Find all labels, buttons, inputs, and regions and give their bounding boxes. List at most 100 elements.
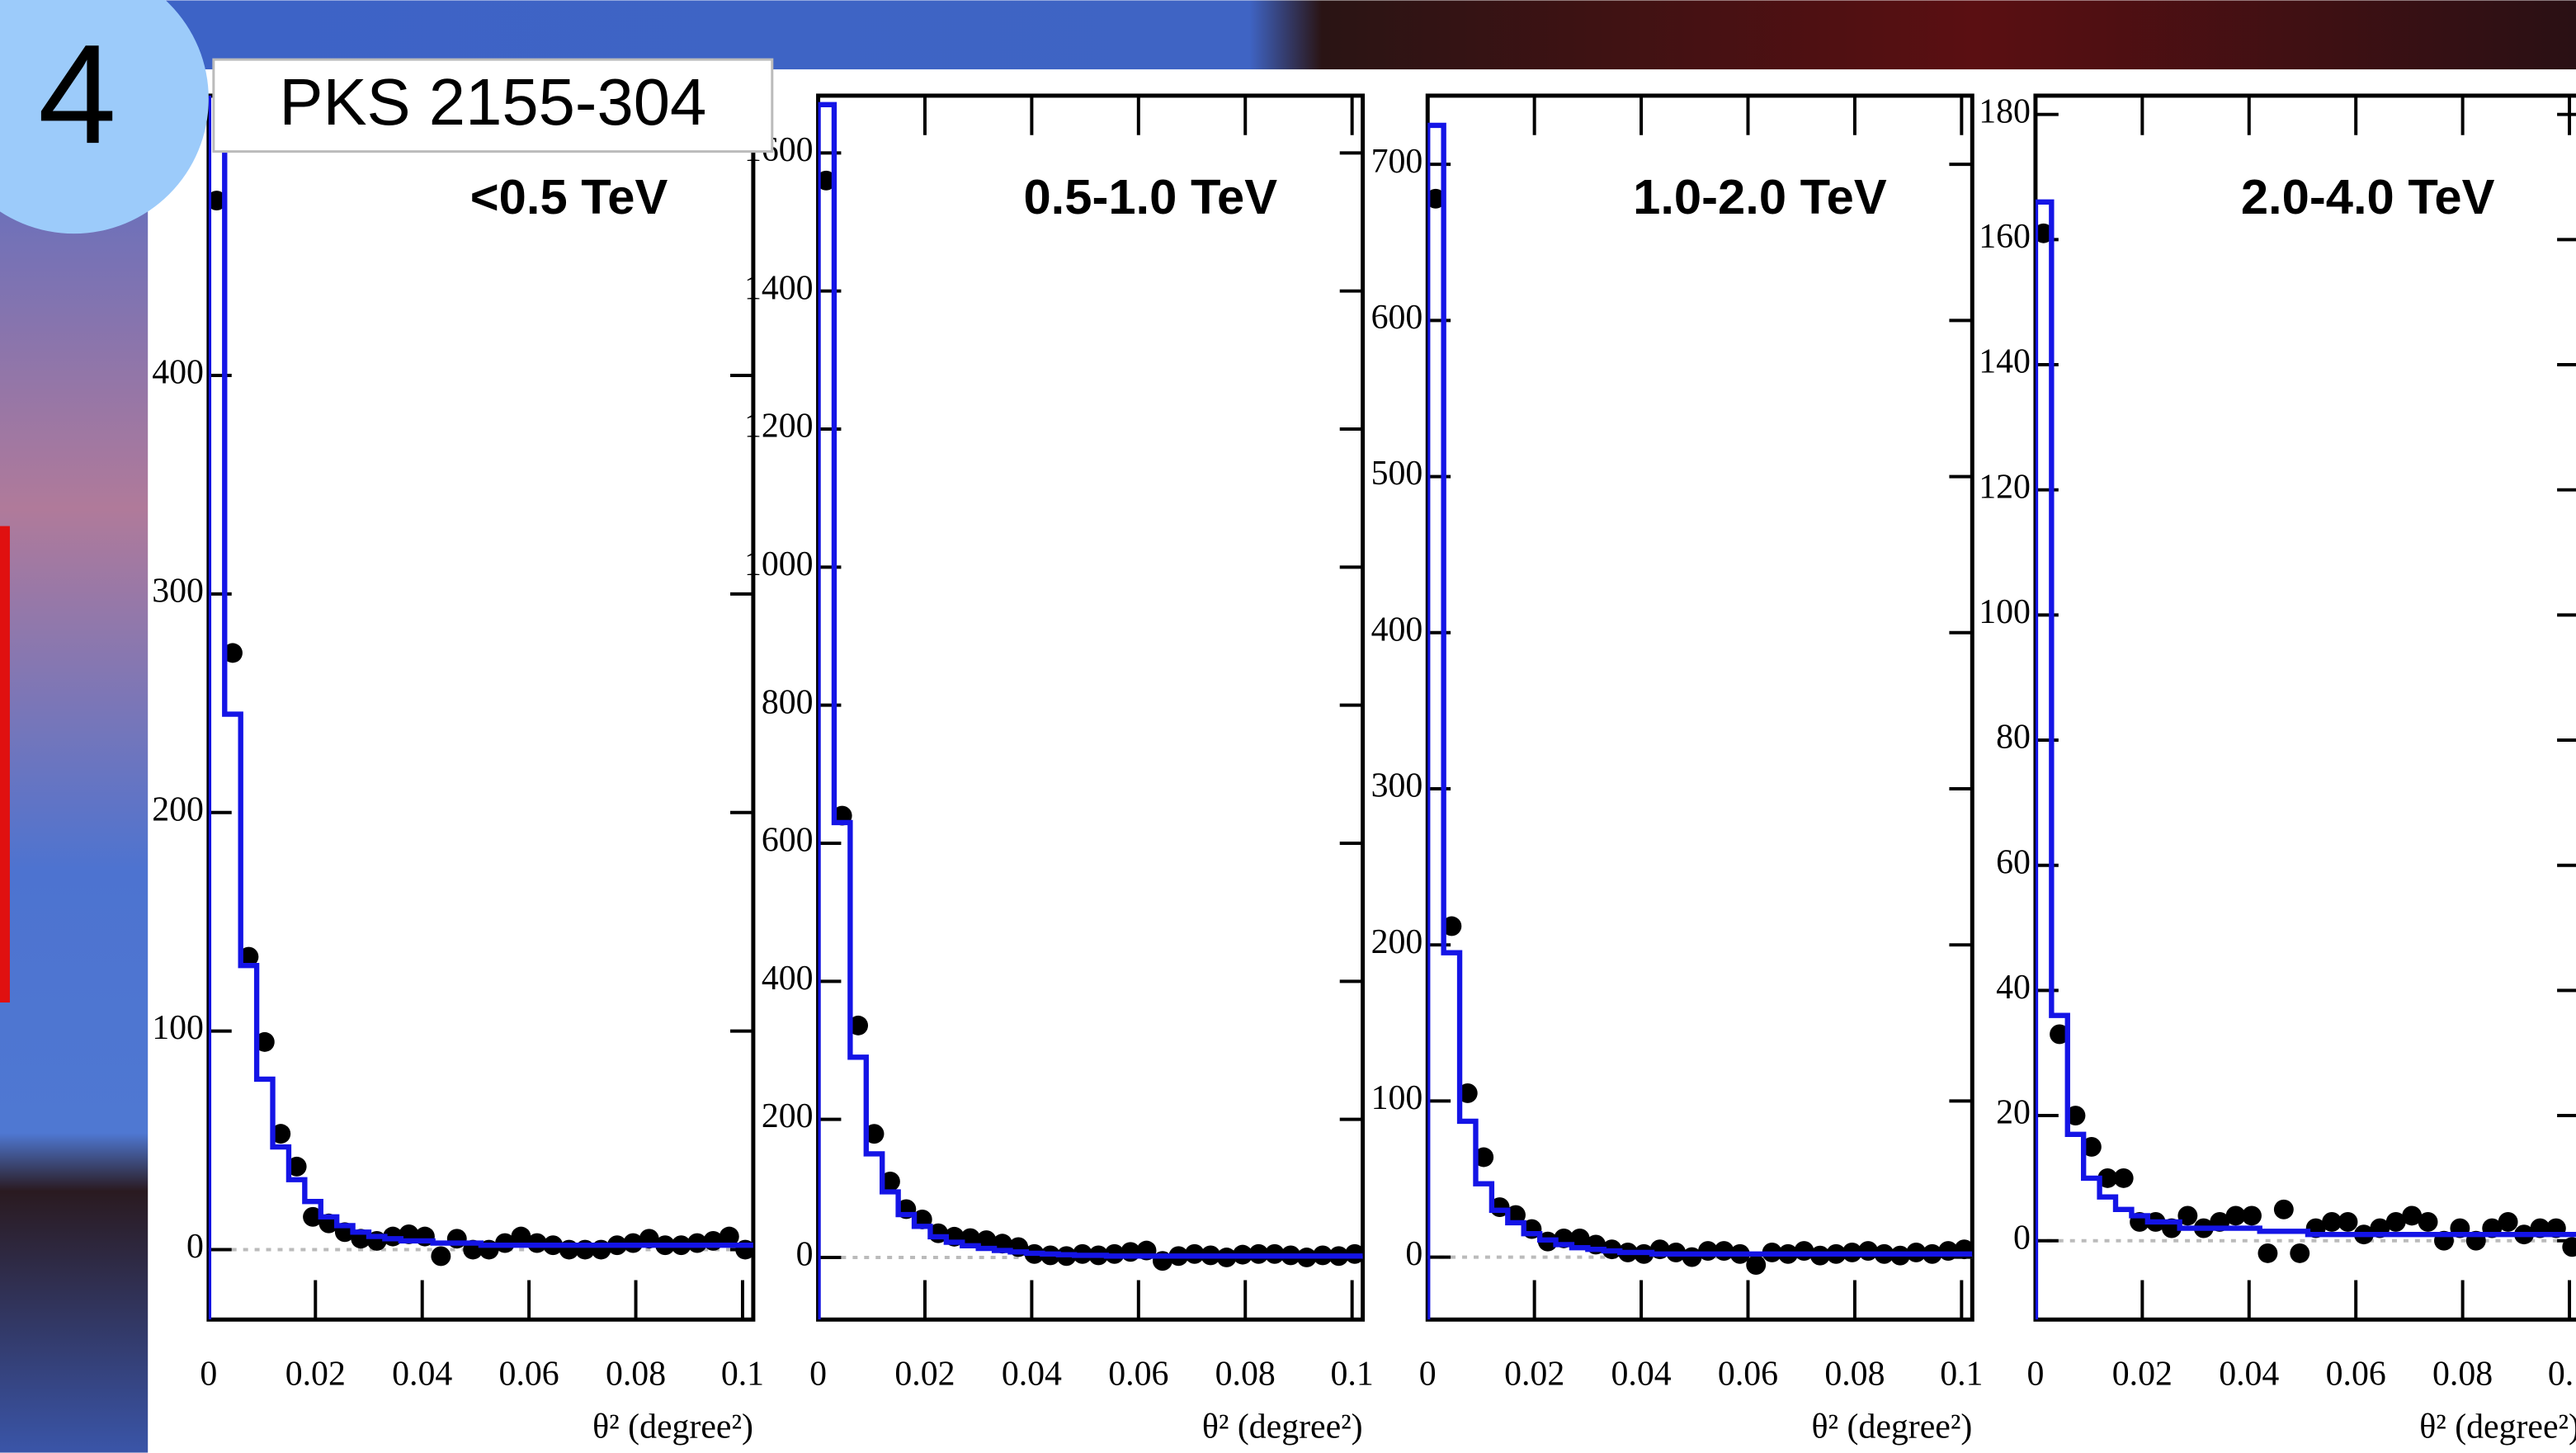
y-tick-label: 80 xyxy=(1996,719,2031,757)
data-point xyxy=(880,1172,900,1191)
data-point xyxy=(223,643,243,663)
panel-title: 1.0-2.0 TeV xyxy=(1633,169,1887,224)
x-tick-label: 0.02 xyxy=(1504,1356,1564,1394)
x-tick-label: 0.02 xyxy=(285,1356,346,1394)
y-tick-label: 400 xyxy=(1371,611,1423,649)
data-point xyxy=(2385,1212,2406,1232)
plot-area xyxy=(1425,93,1974,1322)
y-tick-label: 1000 xyxy=(744,545,814,583)
data-point xyxy=(2177,1205,2198,1226)
slide-number: 4 xyxy=(38,16,116,173)
y-tick-label: 400 xyxy=(762,960,814,998)
x-tick-label: 0 xyxy=(2026,1356,2044,1394)
y-tick-label: 1200 xyxy=(744,408,814,446)
top-band xyxy=(164,0,2576,70)
data-point xyxy=(511,1226,531,1247)
data-point xyxy=(2402,1205,2423,1226)
data-point xyxy=(238,946,259,967)
y-tick-label: 700 xyxy=(1371,143,1423,181)
y-tick-label: 100 xyxy=(152,1009,204,1047)
y-tick-label: 100 xyxy=(1979,593,2031,631)
x-tick-label: 0.06 xyxy=(1108,1356,1168,1394)
panel: 0 100 200 300 400 0 0.02 0.04 0.06 0.08 0.1 <0.5 Te… xyxy=(152,93,764,1446)
x-tick-label: 0.08 xyxy=(1824,1356,1885,1394)
panel: 0 20 40 60 80 100 120 140 160 180 0 0.02 0.04 0.06 0.0… xyxy=(1979,92,2576,1446)
y-tick-label: 500 xyxy=(1371,455,1423,493)
data-point xyxy=(2113,1168,2134,1188)
panel-title: 2.0-4.0 TeV xyxy=(2241,169,2495,224)
data-point xyxy=(2050,1024,2070,1045)
x-axis-title: θ² (degree²) xyxy=(592,1408,753,1446)
left-band xyxy=(0,0,149,1453)
data-point xyxy=(254,1031,275,1052)
x-tick-label: 0 xyxy=(1419,1356,1437,1394)
x-tick-label: 0.1 xyxy=(1331,1356,1374,1394)
x-axis-title: θ² (degree²) xyxy=(1202,1408,1363,1446)
data-point xyxy=(303,1206,323,1227)
x-axis-title: θ² (degree²) xyxy=(2419,1408,2576,1446)
data-point xyxy=(864,1124,885,1144)
y-tick-label: 100 xyxy=(1371,1079,1423,1117)
data-point xyxy=(1746,1255,1767,1276)
y-tick-label: 300 xyxy=(152,572,204,610)
model-histogram xyxy=(1427,122,1973,1320)
data-point xyxy=(431,1246,451,1267)
x-tick-label: 0.06 xyxy=(2326,1356,2386,1394)
data-point xyxy=(719,1226,739,1247)
plot-area xyxy=(206,93,756,1322)
data-point xyxy=(2322,1212,2342,1232)
x-tick-label: 0 xyxy=(200,1356,217,1394)
data-point xyxy=(848,1015,869,1035)
model-histogram xyxy=(208,95,753,1320)
panel: 0 100 200 300 400 500 600 700 0 0.02 0.04 0.06 0.08 0… xyxy=(1371,93,1983,1446)
x-tick-label: 0.04 xyxy=(2219,1356,2279,1394)
y-tick-label: 200 xyxy=(152,790,204,828)
data-point xyxy=(2562,1237,2576,1257)
data-point xyxy=(2081,1137,2102,1157)
data-point xyxy=(2065,1106,2086,1125)
y-tick-label: 0 xyxy=(2013,1219,2031,1257)
y-tick-label: 300 xyxy=(1371,767,1423,805)
x-axis-title: θ² (degree²) xyxy=(1812,1408,1973,1446)
x-tick-label: 0.08 xyxy=(1215,1356,1276,1394)
y-tick-label: 60 xyxy=(1996,843,2031,881)
y-tick-label: 1400 xyxy=(744,269,814,307)
x-tick-label: 0.02 xyxy=(894,1356,955,1394)
y-tick-label: 40 xyxy=(1996,969,2031,1007)
y-tick-label: 180 xyxy=(1979,92,2031,130)
data-point xyxy=(2498,1212,2518,1232)
model-histogram xyxy=(818,101,1363,1320)
data-point xyxy=(2242,1205,2262,1226)
y-tick-label: 400 xyxy=(152,354,204,392)
y-tick-label: 800 xyxy=(762,683,814,721)
data-point xyxy=(2338,1212,2358,1232)
data-point xyxy=(960,1228,980,1248)
panel-title: <0.5 TeV xyxy=(470,169,668,224)
x-tick-label: 0.08 xyxy=(606,1356,666,1394)
data-point xyxy=(1474,1147,1494,1168)
model-histogram xyxy=(2035,199,2576,1320)
data-point xyxy=(1506,1205,1526,1225)
x-tick-label: 0.1 xyxy=(1940,1356,1983,1394)
data-point xyxy=(2225,1205,2246,1226)
y-tick-label: 600 xyxy=(762,822,814,860)
y-tick-label: 160 xyxy=(1979,218,2031,256)
data-point xyxy=(2273,1199,2294,1219)
y-tick-label: 600 xyxy=(1371,299,1423,337)
data-point xyxy=(1569,1228,1590,1248)
data-point xyxy=(2097,1168,2118,1188)
source-label-box xyxy=(212,58,774,153)
x-tick-label: 0.1 xyxy=(721,1356,764,1394)
data-point xyxy=(976,1230,997,1251)
x-tick-label: 0.06 xyxy=(499,1356,559,1394)
x-tick-label: 0.1 xyxy=(2548,1356,2576,1394)
y-tick-label: 200 xyxy=(762,1097,814,1135)
data-point xyxy=(2418,1212,2438,1232)
data-point xyxy=(1441,916,1462,936)
plot-area xyxy=(816,93,1366,1322)
data-point xyxy=(1457,1083,1478,1103)
